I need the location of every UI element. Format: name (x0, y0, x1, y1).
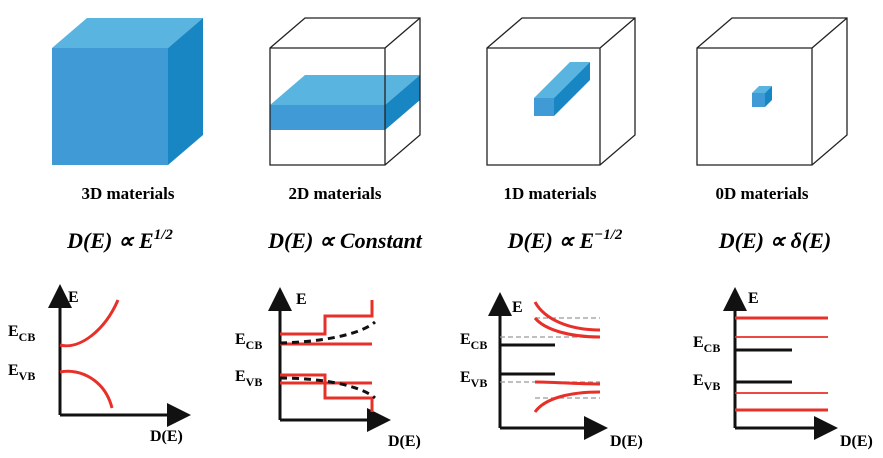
axis-y-label: E (68, 289, 79, 306)
cb-label: ECB (235, 331, 262, 352)
level-main: E (235, 331, 246, 348)
formula-sup: −1/2 (594, 227, 623, 243)
axis-x-label: D(E) (150, 428, 183, 445)
cb-label: ECB (460, 331, 487, 352)
label: 2D materials (288, 184, 381, 203)
axis-x-label: D(E) (388, 433, 421, 450)
level-sub: VB (246, 375, 263, 389)
cube-3d (52, 18, 203, 165)
axis-x-label: D(E) (840, 433, 873, 450)
axis-y-label: E (512, 299, 523, 316)
level-main: E (460, 331, 471, 348)
label: 1D materials (503, 184, 596, 203)
cube-1d (487, 18, 635, 165)
vb-label: EVB (693, 372, 720, 393)
cube-2d (270, 18, 420, 165)
formula: D(E) ∝ δ(E) (718, 228, 832, 253)
cb-label: ECB (693, 334, 720, 355)
level-sub: VB (704, 379, 721, 393)
formula: D(E) ∝ E−1/2 (507, 227, 623, 253)
axis-y-label: E (748, 290, 759, 307)
plot-2d (280, 293, 385, 420)
vb-label: EVB (460, 369, 487, 390)
plot-0d (735, 293, 832, 428)
axis-y-label: E (296, 291, 307, 308)
vb-label: EVB (8, 362, 35, 383)
formula: D(E) ∝ Constant (267, 228, 423, 253)
label: 3D materials (81, 184, 174, 203)
level-sub: CB (246, 338, 263, 352)
formula-text: D(E) ∝ E (66, 228, 154, 253)
level-main: E (693, 372, 704, 389)
level-sub: CB (471, 338, 488, 352)
level-main: E (8, 362, 19, 379)
cube-0d (697, 18, 847, 165)
level-sub: VB (471, 376, 488, 390)
figure: 3D materials 2D materials 1D materials 0… (0, 0, 883, 453)
formula: D(E) ∝ E1/2 (66, 227, 173, 253)
level-main: E (8, 323, 19, 340)
cb-label: ECB (8, 323, 35, 344)
plot-1d (500, 298, 602, 428)
level-main: E (235, 368, 246, 385)
level-sub: CB (19, 330, 36, 344)
plot-3d (60, 290, 185, 415)
level-main: E (693, 334, 704, 351)
label: 0D materials (715, 184, 808, 203)
vb-label: EVB (235, 368, 262, 389)
axis-x-label: D(E) (610, 433, 643, 450)
level-sub: CB (704, 341, 721, 355)
level-main: E (460, 369, 471, 386)
formula-text: D(E) ∝ E (507, 228, 595, 253)
level-sub: VB (19, 369, 36, 383)
formula-sup: 1/2 (154, 227, 174, 243)
